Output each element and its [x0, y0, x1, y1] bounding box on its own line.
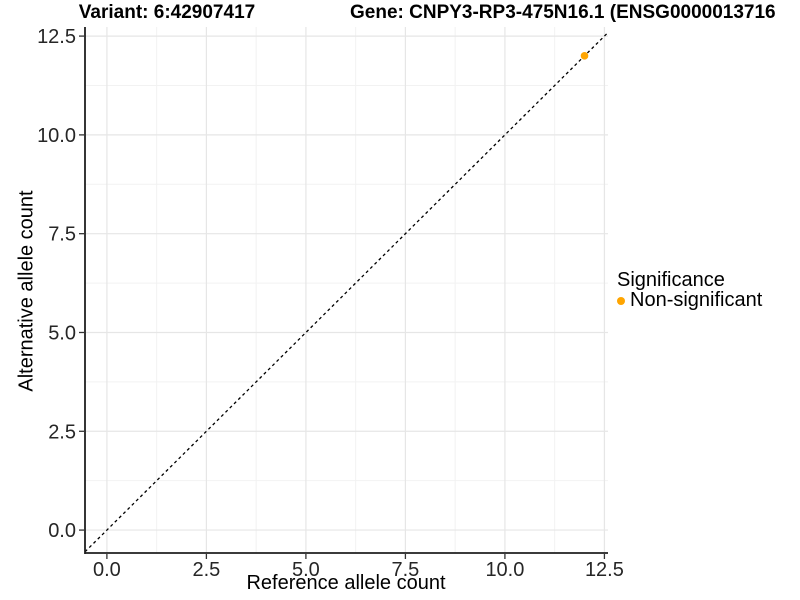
y-axis-title: Alternative allele count: [15, 190, 38, 392]
x-tick-label: 10.0: [485, 559, 524, 581]
y-tick-label: 5.0: [48, 322, 76, 344]
legend-point-icon: [617, 296, 625, 305]
legend-title: Significance: [617, 269, 725, 291]
identity-line: [84, 32, 609, 553]
legend: Significance Non-significant: [617, 270, 762, 310]
data-point: [580, 52, 589, 60]
x-axis-title: Reference allele count: [246, 572, 446, 594]
gene-title: Gene: CNPY3-RP3-475N16.1 (ENSG0000013716: [350, 2, 776, 23]
y-tick-label: 2.5: [48, 421, 76, 443]
y-tick-label: 7.5: [48, 224, 76, 246]
y-tick-label: 12.5: [37, 26, 76, 48]
legend-item: Non-significant: [617, 289, 763, 311]
x-tick-label: 0.0: [93, 559, 121, 581]
y-tick-label: 10.0: [37, 125, 76, 147]
legend-item-label: Non-significant: [630, 289, 763, 311]
x-tick-label: 12.5: [585, 559, 624, 581]
variant-title: Variant: 6:42907417: [78, 2, 256, 23]
x-tick-label: 7.5: [392, 559, 420, 581]
y-tick-label: 0.0: [48, 520, 76, 542]
x-tick-label: 5.0: [292, 559, 320, 581]
x-tick-label: 2.5: [192, 559, 220, 581]
